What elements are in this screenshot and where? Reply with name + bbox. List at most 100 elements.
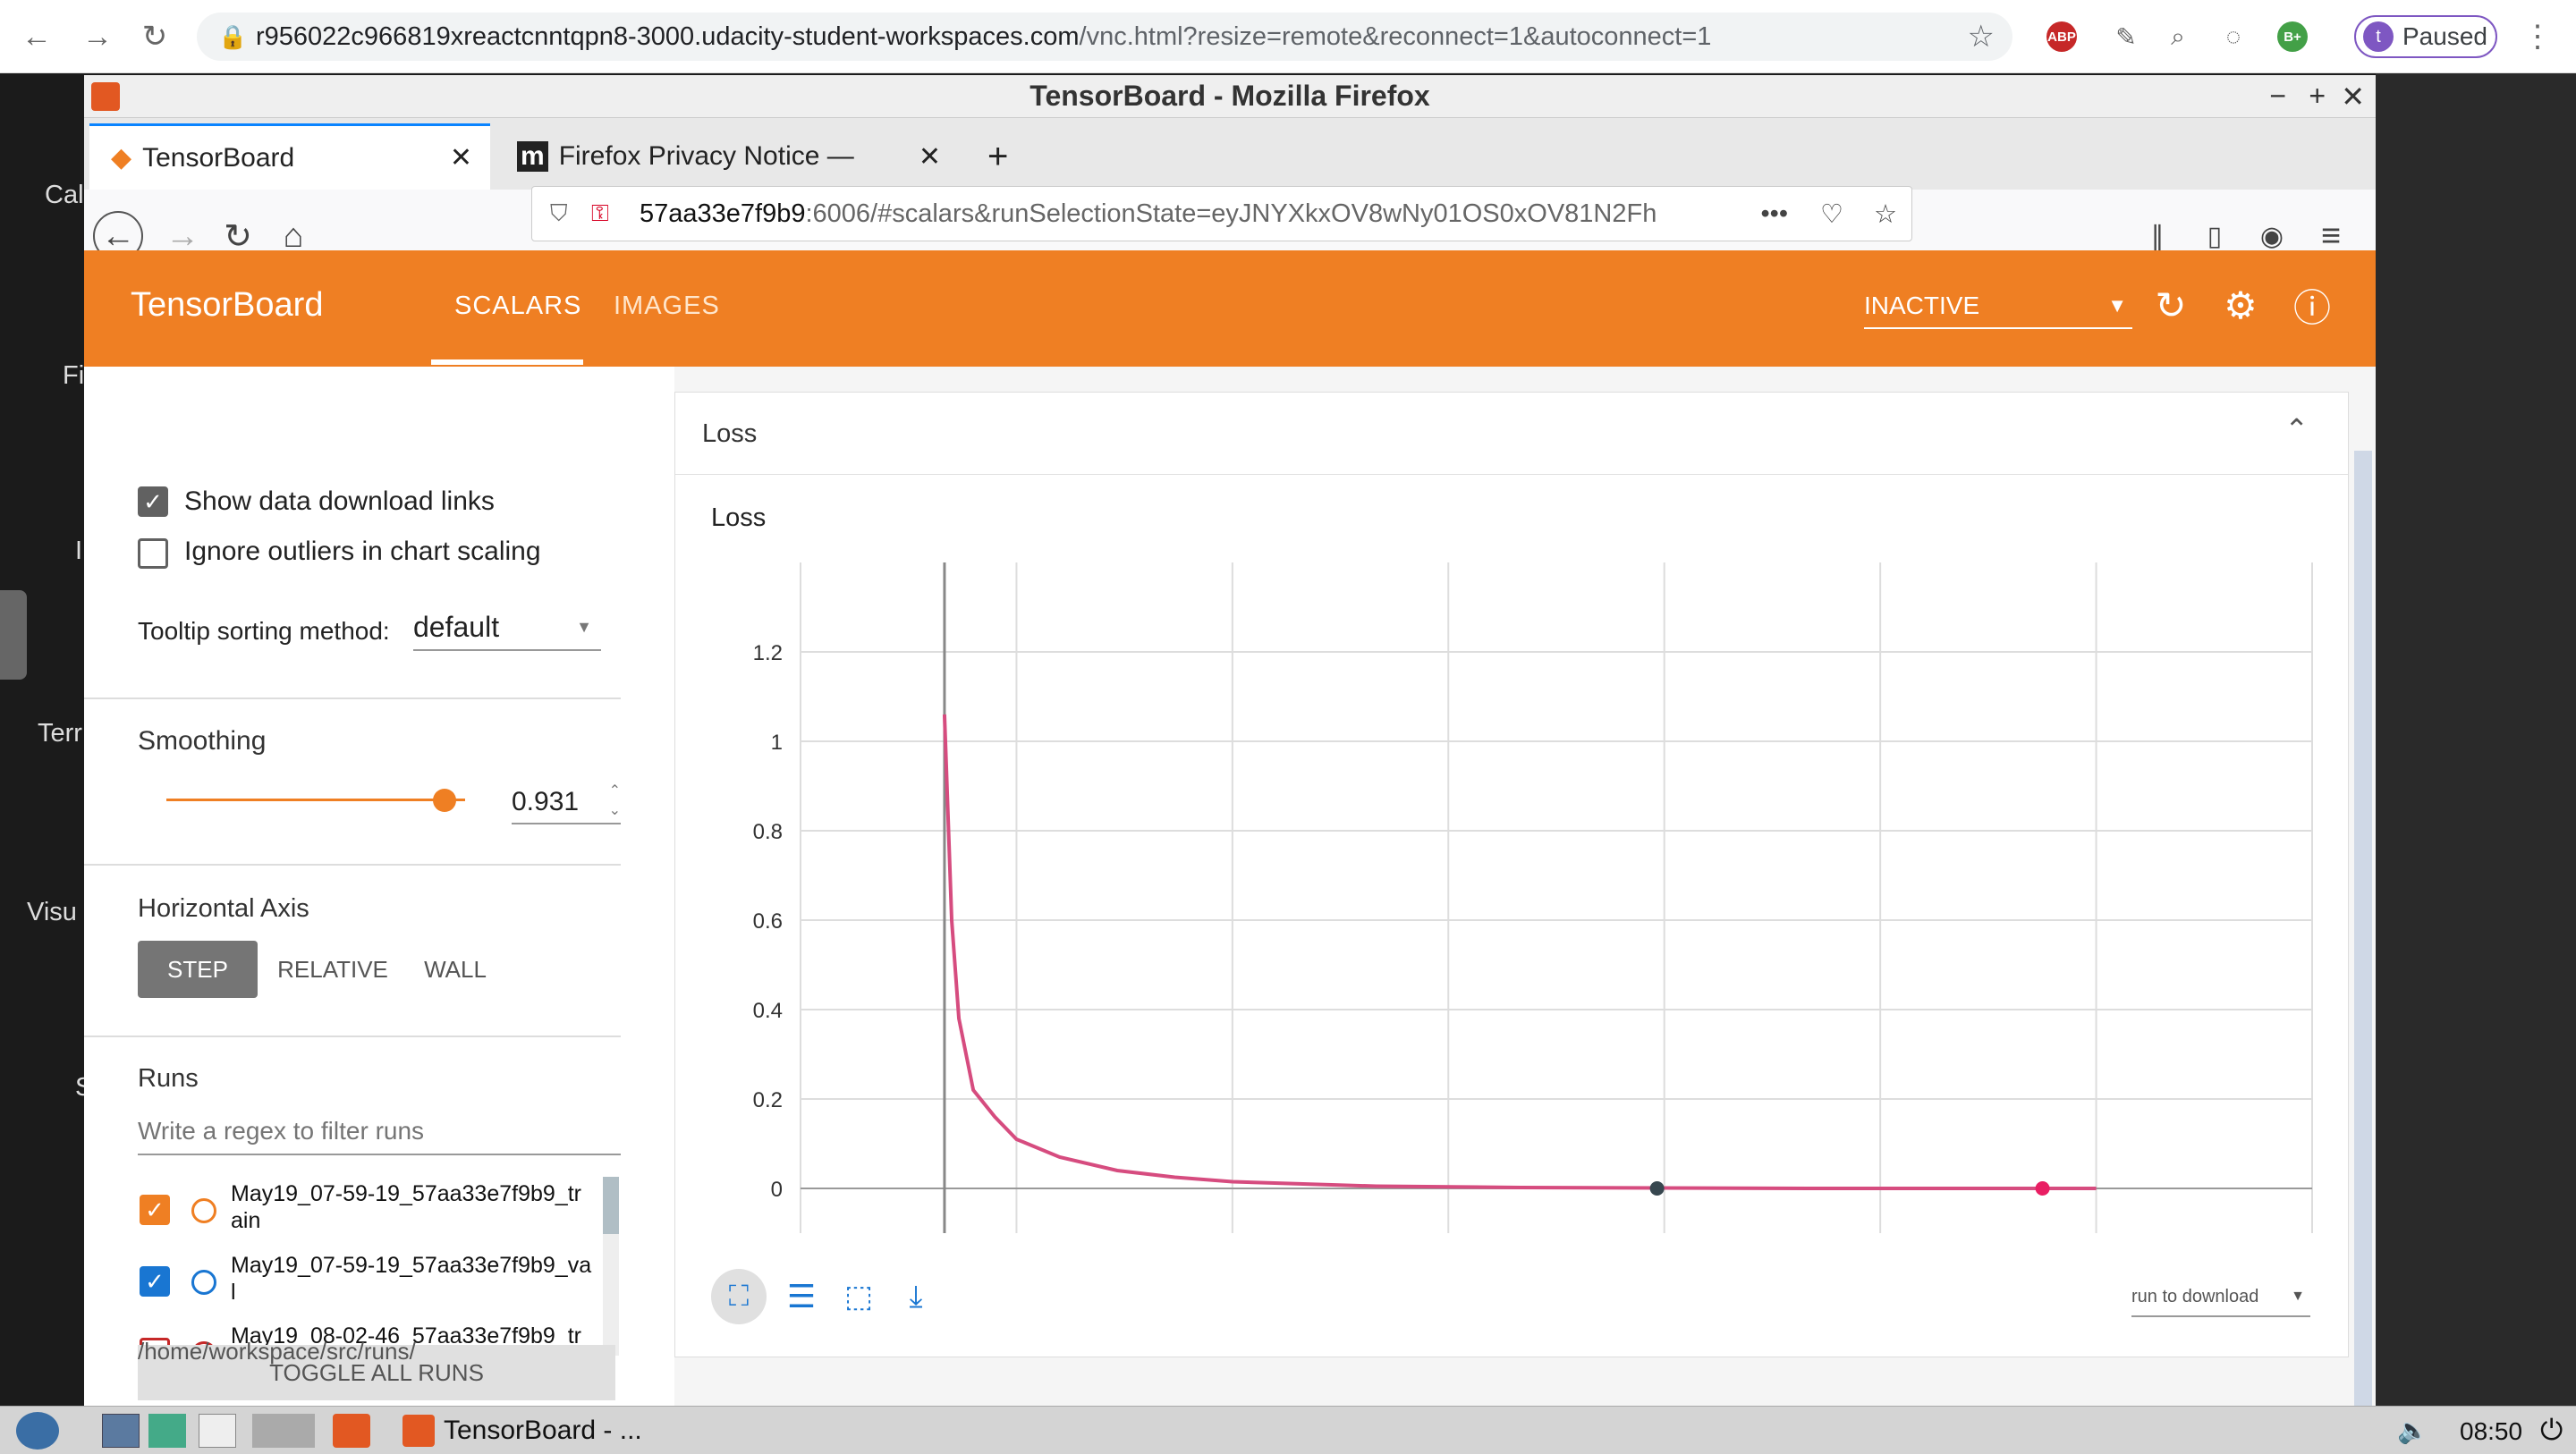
tab-scalars[interactable]: SCALARS <box>454 292 582 320</box>
close-window-icon[interactable]: ✕ <box>2341 80 2365 113</box>
novnc-panel-handle[interactable] <box>0 590 27 680</box>
code-ext-icon[interactable]: ◌ <box>2225 22 2241 50</box>
axis-step-button[interactable]: STEP <box>138 941 258 998</box>
minimize-icon[interactable]: − <box>2269 80 2286 112</box>
tensorboard-header: TensorBoard SCALARS IMAGES INACTIVE ▼ ↻ … <box>84 250 2376 367</box>
ignore-outliers-checkbox[interactable] <box>138 538 168 569</box>
fit-domain-icon[interactable]: ⬚ <box>843 1280 874 1314</box>
toggle-all-runs-button[interactable]: TOGGLE ALL RUNS <box>138 1345 615 1400</box>
menu-dots-icon[interactable]: ⋮ <box>2522 20 2553 54</box>
scroll-thumb[interactable] <box>603 1177 619 1234</box>
run-radio[interactable] <box>191 1270 216 1295</box>
hamburger-menu-icon[interactable]: ≡ <box>2320 216 2342 255</box>
new-tab-icon[interactable]: + <box>987 136 1009 176</box>
window-icon[interactable] <box>199 1414 236 1448</box>
url-path: /vnc.html?resize=remote&reconnect=1&auto… <box>1079 21 1712 51</box>
loss-series-line[interactable] <box>942 714 2097 1190</box>
show-download-links-label: Show data download links <box>184 486 495 516</box>
run-checkbox[interactable]: ✓ <box>140 1266 170 1297</box>
desktop-icon-label[interactable]: I <box>75 537 83 565</box>
smoothing-value: 0.931 <box>512 787 580 816</box>
plugin-select[interactable]: INACTIVE ▼ <box>1864 284 2132 329</box>
run-name: May19_07-59-19_57aa33e7f9b9_tr ain <box>231 1181 581 1233</box>
show-download-links-checkbox[interactable]: ✓ <box>138 486 168 517</box>
taskbar: TensorBoard - ... 🔈 08:50 ⏻ <box>0 1406 2576 1454</box>
profile-paused-button[interactable]: t Paused <box>2354 15 2497 58</box>
help-icon[interactable]: ⓘ <box>2292 286 2331 329</box>
forward-icon[interactable]: → <box>165 216 199 255</box>
taskbar-app-tensorboard[interactable]: TensorBoard - ... <box>402 1410 642 1451</box>
card-header[interactable]: Loss ⌃ <box>675 393 2348 475</box>
avatar: t <box>2363 21 2394 52</box>
loss-card: Loss ⌃ Loss 1.2 1 0.8 0.6 0.4 0.2 0 ⛶ ☰ ⬚ ⤓ ru… <box>674 392 2349 1357</box>
firefox-window: TensorBoard - Mozilla Firefox − + ✕ ◆ Te… <box>84 75 2376 1406</box>
stepper-icon[interactable]: ⌃ ⌄ <box>608 783 621 818</box>
clock: 08:50 <box>2460 1417 2523 1445</box>
firefox-logo-icon <box>91 82 120 111</box>
tab-privacy[interactable]: m Firefox Privacy Notice — ✕ <box>496 123 961 190</box>
zoom-ext-icon[interactable]: ⌕ <box>2171 21 2185 50</box>
pocket-icon[interactable]: ♡ <box>1820 198 1843 230</box>
close-tab-icon[interactable]: ✕ <box>449 143 472 173</box>
home-icon[interactable]: ⌂ <box>283 216 304 255</box>
dropdown-arrow-icon: ▼ <box>576 617 592 636</box>
reload-icon[interactable]: ↻ <box>141 20 168 54</box>
ignore-outliers-label: Ignore outliers in chart scaling <box>184 537 541 566</box>
bookmark-star-icon[interactable]: ☆ <box>1874 198 1897 230</box>
desktop-icon-label[interactable]: Terr <box>38 719 82 748</box>
loss-chart[interactable]: 1.2 1 0.8 0.6 0.4 0.2 0 <box>675 527 2348 1242</box>
desktop-icon-label[interactable]: Visu <box>27 898 77 926</box>
reload-icon[interactable]: ↻ <box>224 217 252 256</box>
forward-icon[interactable]: → <box>82 19 113 54</box>
tooltip-sorting-select[interactable]: default ▼ <box>413 604 601 651</box>
series-point[interactable] <box>2035 1181 2050 1196</box>
fullscreen-icon[interactable]: ⛶ <box>711 1269 767 1324</box>
series-point[interactable] <box>1649 1181 1665 1196</box>
bookmark-star-icon[interactable]: ☆ <box>1967 20 1995 54</box>
close-tab-icon[interactable]: ✕ <box>918 141 941 172</box>
sidebar-icon[interactable]: ▯ <box>2207 221 2223 251</box>
axis-relative-button[interactable]: RELATIVE <box>277 955 388 983</box>
download-icon[interactable]: ⤓ <box>909 1279 923 1314</box>
page-actions-icon[interactable]: ••• <box>1751 199 1788 229</box>
smoothing-slider-thumb[interactable] <box>432 789 456 812</box>
back-icon[interactable]: ← <box>21 19 52 54</box>
desktop-pager[interactable] <box>252 1414 315 1448</box>
run-radio[interactable] <box>191 1198 216 1223</box>
browser-toolbar: ← → ↻ 🔒 r956022c966819xreactcnntqpn8-300… <box>0 0 2576 73</box>
active-tab-indicator <box>431 359 583 365</box>
divider <box>84 697 621 699</box>
account-icon[interactable]: ◉ <box>2259 221 2284 251</box>
tab-images[interactable]: IMAGES <box>614 292 720 320</box>
power-icon[interactable]: ⏻ <box>2540 1414 2563 1446</box>
desktop-icon-label[interactable]: Fi <box>63 361 85 390</box>
smoothing-slider-track[interactable] <box>166 799 465 801</box>
file-manager-icon[interactable] <box>102 1414 140 1448</box>
address-bar[interactable]: 🔒 r956022c966819xreactcnntqpn8-3000.udac… <box>197 13 2012 61</box>
start-menu-icon[interactable] <box>16 1412 59 1450</box>
dropdown-arrow-icon: ▼ <box>2291 1289 2305 1304</box>
smoothing-input[interactable]: 0.931 ⌃ ⌄ <box>512 782 621 824</box>
tab-tensorboard[interactable]: ◆ TensorBoard ✕ <box>89 123 490 190</box>
settings-gear-icon[interactable]: ⚙ <box>2224 283 2258 326</box>
eyedropper-icon[interactable]: ✎ <box>2115 22 2137 51</box>
y-tick-label: 1.2 <box>753 641 783 665</box>
runs-filter-input[interactable] <box>138 1109 621 1155</box>
firefox-url-bar[interactable]: ⛉ ⚿ 57aa33e7f9b9:6006/#scalars&runSelect… <box>531 186 1912 241</box>
run-checkbox[interactable]: ✓ <box>140 1195 170 1225</box>
bplus-icon[interactable]: B+ <box>2277 21 2308 52</box>
page-scrollbar[interactable] <box>2354 451 2372 1406</box>
axis-wall-button[interactable]: WALL <box>424 955 487 983</box>
maximize-icon[interactable]: + <box>2309 80 2326 112</box>
run-download-select[interactable]: run to download ▼ <box>2131 1278 2310 1317</box>
adblock-icon[interactable]: ABP <box>2046 21 2077 52</box>
refresh-icon[interactable]: ↻ <box>2155 283 2187 326</box>
library-icon[interactable]: ∥ <box>2150 221 2165 251</box>
desktop-icon-label[interactable]: Cal <box>45 181 84 209</box>
runs-scrollbar[interactable] <box>603 1177 619 1356</box>
desktop-switch-icon[interactable] <box>148 1414 186 1448</box>
data-list-icon[interactable]: ☰ <box>786 1278 817 1315</box>
volume-icon[interactable]: 🔈 <box>2397 1416 2428 1444</box>
collapse-chevron-icon[interactable]: ⌃ <box>2284 413 2309 445</box>
firefox-launcher-icon[interactable] <box>333 1414 370 1448</box>
